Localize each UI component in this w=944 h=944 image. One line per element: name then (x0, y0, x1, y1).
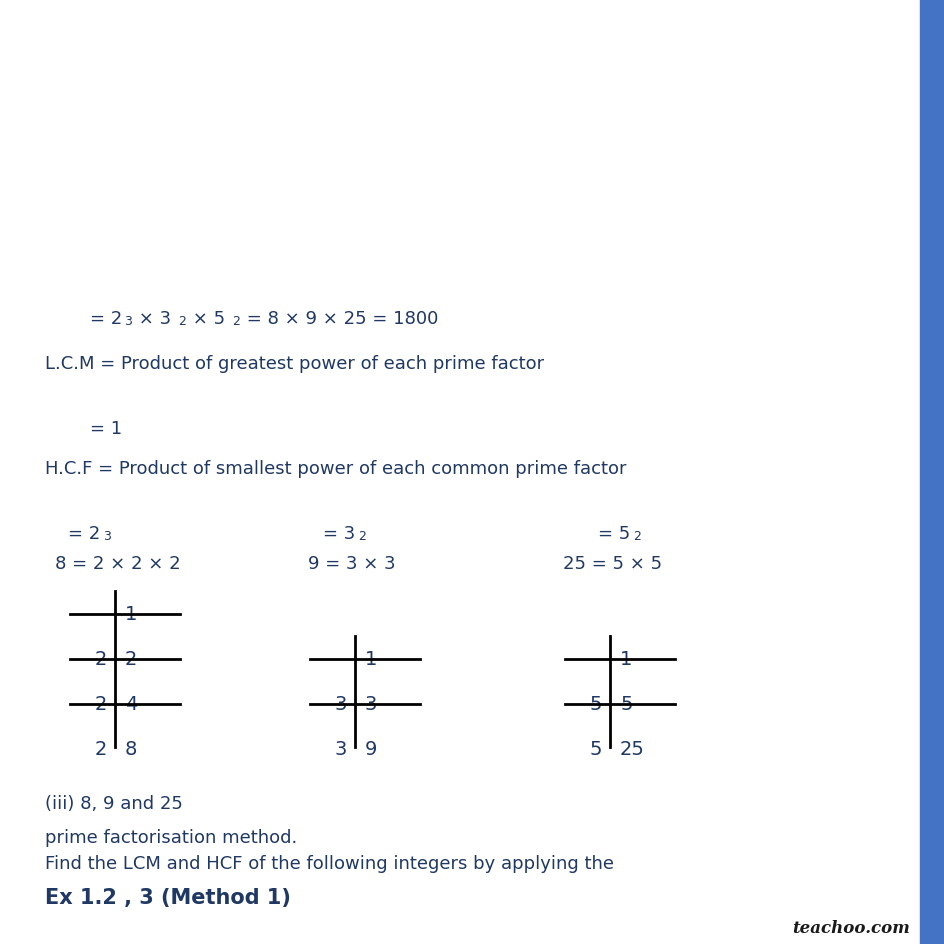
Text: 9 = 3 × 3: 9 = 3 × 3 (308, 554, 396, 572)
Text: 2: 2 (358, 530, 365, 543)
Text: 1: 1 (125, 604, 137, 623)
Text: 9: 9 (364, 739, 377, 758)
Text: 8 = 2 × 2 × 2: 8 = 2 × 2 × 2 (55, 554, 180, 572)
Text: 2: 2 (125, 649, 137, 668)
Text: 25 = 5 × 5: 25 = 5 × 5 (563, 554, 662, 572)
Text: = 3: = 3 (323, 525, 355, 543)
Text: 3: 3 (124, 314, 132, 328)
Text: 1: 1 (364, 649, 377, 668)
Text: 4: 4 (125, 694, 137, 714)
Text: teachoo.com: teachoo.com (791, 919, 909, 936)
Text: = 8 × 9 × 25 = 1800: = 8 × 9 × 25 = 1800 (241, 310, 438, 328)
Text: × 5: × 5 (187, 310, 225, 328)
Text: 5: 5 (589, 694, 601, 714)
Text: 3: 3 (103, 530, 110, 543)
Text: 2: 2 (94, 694, 107, 714)
Text: 1: 1 (619, 649, 632, 668)
Text: H.C.F = Product of smallest power of each common prime factor: H.C.F = Product of smallest power of eac… (45, 460, 626, 478)
Text: 2: 2 (94, 739, 107, 758)
Bar (919, 0, 944, 944)
Text: L.C.M = Product of greatest power of each prime factor: L.C.M = Product of greatest power of eac… (45, 355, 544, 373)
Text: Ex 1.2 , 3 (Method 1): Ex 1.2 , 3 (Method 1) (45, 887, 291, 907)
Text: 3: 3 (364, 694, 377, 714)
Text: × 3: × 3 (133, 310, 171, 328)
Text: 5: 5 (589, 739, 601, 758)
Text: = 1: = 1 (90, 419, 122, 437)
Text: 25: 25 (619, 739, 644, 758)
Text: (iii) 8, 9 and 25: (iii) 8, 9 and 25 (45, 794, 183, 812)
Text: 5: 5 (619, 694, 632, 714)
Text: Find the LCM and HCF of the following integers by applying the: Find the LCM and HCF of the following in… (45, 854, 614, 872)
Text: = 2: = 2 (68, 525, 100, 543)
Text: 8: 8 (125, 739, 137, 758)
Text: 2: 2 (232, 314, 240, 328)
Text: = 2: = 2 (90, 310, 122, 328)
Text: 2: 2 (177, 314, 186, 328)
Text: 3: 3 (334, 694, 346, 714)
Text: 3: 3 (334, 739, 346, 758)
Text: 2: 2 (632, 530, 640, 543)
Text: 2: 2 (94, 649, 107, 668)
Text: = 5: = 5 (598, 525, 630, 543)
Text: prime factorisation method.: prime factorisation method. (45, 828, 297, 846)
